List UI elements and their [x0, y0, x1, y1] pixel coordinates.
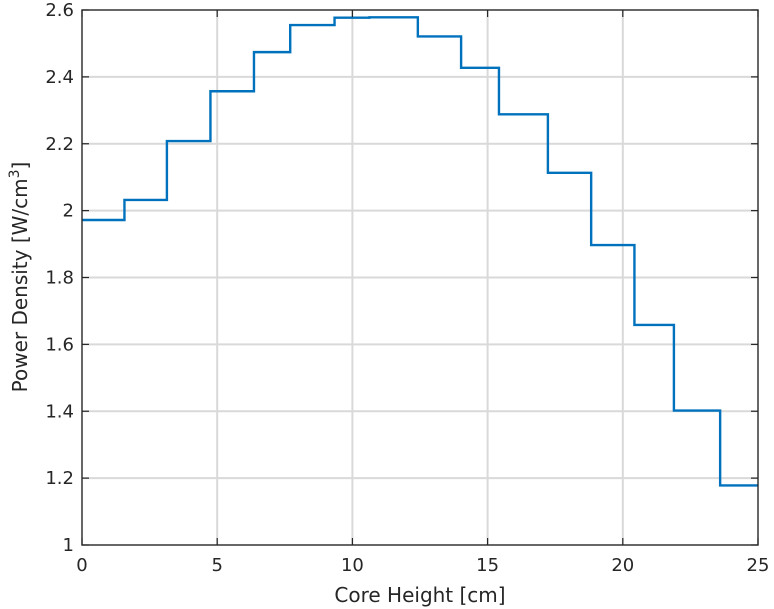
y-tick-label-0: 1 — [63, 535, 74, 556]
y-axis-label-main: Power Density [W/cm — [8, 178, 32, 392]
grid-lines — [82, 10, 758, 545]
y-tick-label-2: 1.4 — [45, 401, 74, 422]
y-tick-label-5: 2 — [63, 201, 74, 222]
x-tick-label-0: 0 — [76, 555, 87, 576]
y-axis-label-end: ] — [8, 162, 32, 170]
y-tick-label-1: 1.2 — [45, 468, 74, 489]
y-axis-label: Power Density [W/cm3] — [7, 162, 32, 393]
y-tick-label-6: 2.2 — [45, 134, 74, 155]
y-tick-label-3: 1.6 — [45, 334, 74, 355]
y-tick-label-7: 2.4 — [45, 67, 74, 88]
x-tick-label-2: 10 — [341, 555, 364, 576]
x-tick-label-4: 20 — [611, 555, 634, 576]
y-tick-label-4: 1.8 — [45, 268, 74, 289]
x-tick-label-3: 15 — [476, 555, 499, 576]
x-axis-label: Core Height [cm] — [334, 583, 505, 607]
series-line — [82, 16, 758, 487]
y-axis-ticks: 1 1.2 1.4 1.6 1.8 2 2.2 2.4 2.6 — [45, 0, 758, 556]
y-axis-label-superscript: 3 — [7, 169, 23, 178]
x-tick-label-1: 5 — [211, 555, 222, 576]
x-tick-label-5: 25 — [747, 555, 770, 576]
x-axis-ticks: 0 5 10 15 20 25 — [76, 10, 769, 576]
y-tick-label-8: 2.6 — [45, 0, 74, 21]
